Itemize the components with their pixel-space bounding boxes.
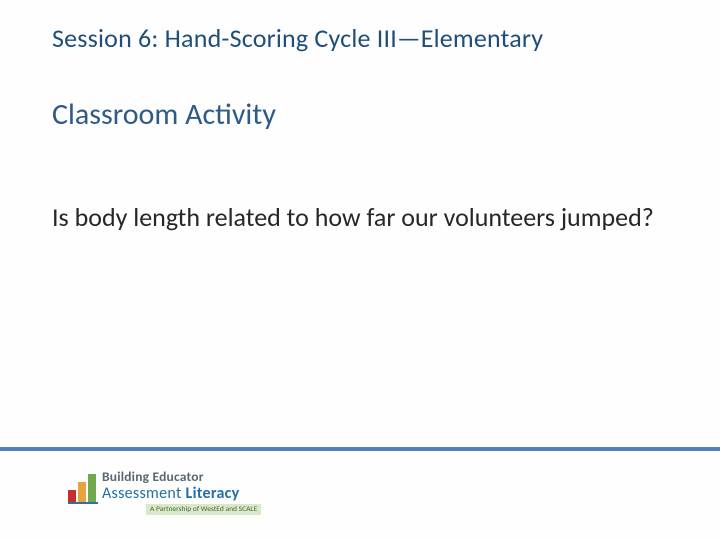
logo-bar-3 <box>88 474 96 502</box>
logo-sub-bold: Literacy <box>186 484 240 503</box>
divider-rule <box>0 447 720 451</box>
logo-bars-icon <box>68 472 98 504</box>
logo-sub-plain: Assessment <box>102 484 186 503</box>
logo-bar-2 <box>78 482 86 502</box>
body-text: Is body length related to how far our vo… <box>52 202 656 233</box>
logo-tagline: A Partnership of WestEd and SCALE <box>146 504 261 515</box>
slide: Session 6: Hand-Scoring Cycle III—Elemen… <box>0 0 720 540</box>
slide-subtitle: Classroom Activity <box>52 96 276 133</box>
logo-bar-1 <box>68 490 76 502</box>
logo: Building Educator Assessment Literacy A … <box>68 470 288 524</box>
logo-main-text: Building Educator <box>102 468 204 485</box>
session-title: Session 6: Hand-Scoring Cycle III—Elemen… <box>52 22 543 54</box>
logo-sub-text: Assessment Literacy <box>102 484 240 503</box>
